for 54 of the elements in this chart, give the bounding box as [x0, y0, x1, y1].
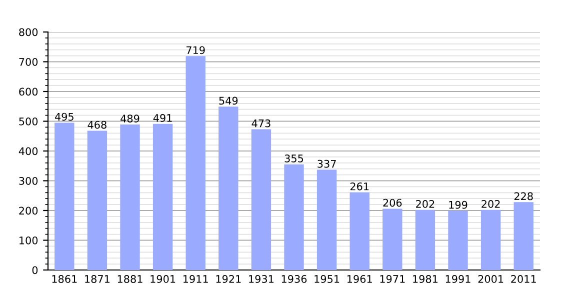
- bar: [186, 56, 206, 270]
- data-label: 261: [350, 182, 369, 190]
- x-tick-label: 1861: [52, 275, 77, 283]
- y-tick-label: 400: [18, 147, 38, 156]
- x-tick-label: 1871: [85, 275, 110, 283]
- bar: [218, 106, 238, 270]
- bar: [120, 124, 140, 270]
- bar: [480, 210, 501, 270]
- x-tick-label: 1931: [249, 275, 274, 283]
- x-tick-label: 2001: [478, 275, 504, 283]
- data-label: 202: [416, 200, 434, 208]
- x-tick-label: 1991: [446, 275, 470, 283]
- x-tick-label: 2011: [511, 275, 536, 283]
- data-label: 473: [252, 119, 270, 128]
- data-label: 489: [120, 114, 140, 123]
- data-label: 719: [186, 46, 205, 54]
- data-label: 199: [449, 200, 468, 209]
- y-tick-label: 500: [19, 117, 38, 126]
- y-tick-label: 200: [19, 206, 38, 215]
- data-label: 337: [318, 160, 336, 168]
- y-tick-label: 800: [19, 28, 38, 36]
- bar: [54, 122, 74, 270]
- x-tick-label: 1911: [183, 275, 208, 283]
- x-tick-label: 1901: [150, 275, 176, 283]
- bar: [152, 124, 173, 270]
- data-label: 206: [383, 198, 402, 207]
- x-tick-label: 1881: [118, 275, 142, 283]
- bar: [251, 129, 272, 270]
- data-label: 491: [153, 114, 172, 122]
- data-label: 202: [482, 200, 500, 208]
- bar: [415, 210, 436, 270]
- x-tick-label: 1981: [413, 275, 438, 283]
- data-label: 355: [284, 154, 304, 162]
- x-tick-label: 1951: [314, 275, 340, 283]
- y-tick-label: 600: [19, 88, 38, 96]
- x-tick-label: 1971: [380, 275, 405, 283]
- y-tick-label: 700: [19, 58, 38, 66]
- bar: [514, 202, 534, 270]
- x-tick-label: 1961: [347, 275, 372, 283]
- data-label: 495: [54, 112, 74, 121]
- bar: [448, 210, 468, 270]
- data-label: 228: [514, 192, 533, 200]
- x-tick-label: 1936: [282, 275, 307, 283]
- bar: [87, 130, 108, 270]
- bar: [350, 192, 370, 270]
- y-tick-label: 0: [32, 266, 38, 274]
- y-tick-label: 300: [19, 176, 38, 185]
- bar: [382, 208, 402, 270]
- bar: [284, 164, 304, 270]
- data-label: 549: [219, 96, 238, 105]
- data-label: 468: [88, 120, 106, 129]
- y-tick-label: 100: [20, 236, 38, 244]
- x-tick-label: 1921: [216, 275, 241, 283]
- bar: [316, 170, 337, 270]
